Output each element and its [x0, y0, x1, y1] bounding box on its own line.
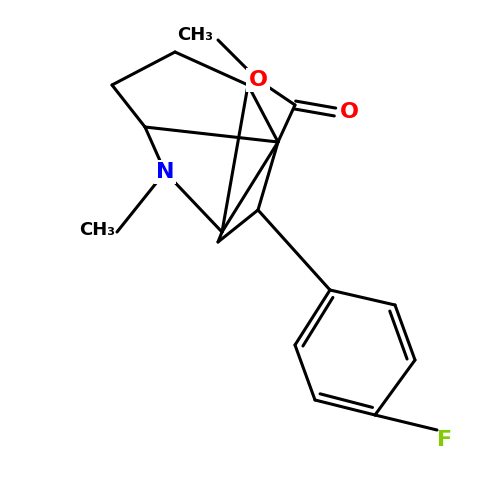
- Text: CH₃: CH₃: [177, 26, 213, 44]
- Text: N: N: [156, 162, 174, 182]
- Text: O: O: [340, 102, 358, 122]
- Text: O: O: [248, 70, 268, 90]
- Text: F: F: [438, 430, 452, 450]
- Text: CH₃: CH₃: [79, 221, 115, 239]
